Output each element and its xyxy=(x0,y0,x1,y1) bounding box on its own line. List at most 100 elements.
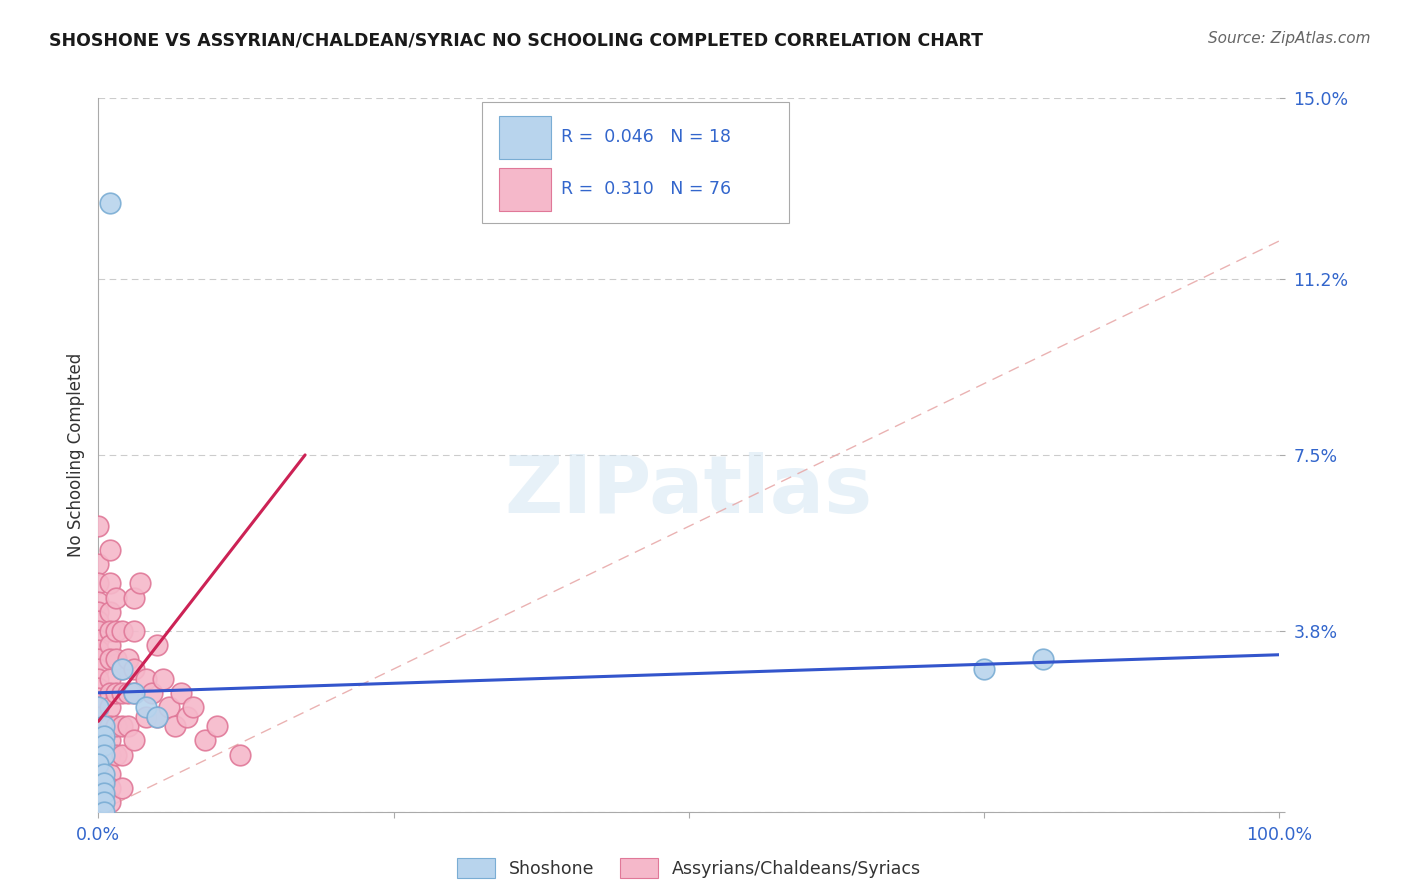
Point xyxy=(105,747,128,762)
Point xyxy=(87,652,110,666)
Point xyxy=(87,805,110,819)
Point xyxy=(98,543,121,558)
Point xyxy=(105,686,128,700)
Point xyxy=(98,624,121,638)
Point xyxy=(87,605,110,619)
Point xyxy=(98,719,121,733)
Text: R =  0.046   N = 18: R = 0.046 N = 18 xyxy=(561,128,731,146)
Point xyxy=(87,729,110,743)
Point xyxy=(87,615,110,629)
Point xyxy=(135,709,157,723)
Point xyxy=(87,624,110,638)
Point xyxy=(87,690,110,705)
Point xyxy=(146,638,169,652)
Point xyxy=(135,672,157,686)
Point xyxy=(157,700,180,714)
Point xyxy=(87,672,110,686)
Point xyxy=(93,795,115,809)
Text: SHOSHONE VS ASSYRIAN/CHALDEAN/SYRIAC NO SCHOOLING COMPLETED CORRELATION CHART: SHOSHONE VS ASSYRIAN/CHALDEAN/SYRIAC NO … xyxy=(49,31,983,49)
Point xyxy=(87,709,110,723)
Point xyxy=(87,633,110,648)
Point xyxy=(93,729,115,743)
Point xyxy=(87,776,110,790)
Point xyxy=(105,624,128,638)
Point xyxy=(1032,652,1054,666)
Point xyxy=(87,519,110,533)
Point xyxy=(111,662,134,676)
Point xyxy=(111,719,134,733)
Point xyxy=(117,686,139,700)
Point xyxy=(87,662,110,676)
Point xyxy=(98,766,121,780)
Point xyxy=(111,780,134,795)
Text: R =  0.310   N = 76: R = 0.310 N = 76 xyxy=(561,180,731,198)
Point xyxy=(111,624,134,638)
Point xyxy=(93,766,115,780)
Point xyxy=(152,672,174,686)
Y-axis label: No Schooling Completed: No Schooling Completed xyxy=(66,353,84,557)
Point xyxy=(87,738,110,752)
Point xyxy=(170,686,193,700)
Point xyxy=(87,757,110,772)
Point xyxy=(229,747,252,762)
Point xyxy=(122,591,145,605)
Point xyxy=(122,733,145,747)
Point xyxy=(87,595,110,609)
Point xyxy=(98,605,121,619)
Point xyxy=(117,652,139,666)
Point xyxy=(87,757,110,772)
Point xyxy=(105,591,128,605)
Point xyxy=(93,738,115,752)
Point xyxy=(98,652,121,666)
Point xyxy=(98,733,121,747)
Point xyxy=(87,786,110,800)
Point xyxy=(105,719,128,733)
Point xyxy=(98,576,121,591)
Point xyxy=(93,719,115,733)
Point xyxy=(93,776,115,790)
Point xyxy=(122,624,145,638)
Point xyxy=(98,686,121,700)
Point xyxy=(87,719,110,733)
Point xyxy=(93,786,115,800)
Point xyxy=(111,747,134,762)
Point xyxy=(165,719,187,733)
Point xyxy=(98,747,121,762)
Point xyxy=(98,195,121,210)
Point xyxy=(122,686,145,700)
FancyBboxPatch shape xyxy=(499,116,551,159)
Point xyxy=(87,576,110,591)
Point xyxy=(205,719,228,733)
Point xyxy=(135,700,157,714)
Point xyxy=(176,709,198,723)
Point xyxy=(146,709,169,723)
Point xyxy=(146,709,169,723)
FancyBboxPatch shape xyxy=(482,102,789,223)
Point xyxy=(141,686,163,700)
Point xyxy=(98,780,121,795)
Point xyxy=(98,795,121,809)
FancyBboxPatch shape xyxy=(499,168,551,211)
Point xyxy=(93,747,115,762)
Point xyxy=(87,747,110,762)
Point xyxy=(181,700,204,714)
Point xyxy=(194,733,217,747)
Point xyxy=(111,662,134,676)
Point xyxy=(117,719,139,733)
Point xyxy=(128,576,150,591)
Legend: Shoshone, Assyrians/Chaldeans/Syriacs: Shoshone, Assyrians/Chaldeans/Syriacs xyxy=(450,851,928,885)
Point xyxy=(87,700,110,714)
Point xyxy=(111,686,134,700)
Point xyxy=(87,558,110,572)
Point xyxy=(122,662,145,676)
Point xyxy=(87,766,110,780)
Point xyxy=(98,672,121,686)
Point xyxy=(93,805,115,819)
Point xyxy=(105,652,128,666)
Point xyxy=(87,681,110,695)
Text: Source: ZipAtlas.com: Source: ZipAtlas.com xyxy=(1208,31,1371,46)
Point xyxy=(98,700,121,714)
Point xyxy=(973,662,995,676)
Point xyxy=(87,643,110,657)
Point xyxy=(98,638,121,652)
